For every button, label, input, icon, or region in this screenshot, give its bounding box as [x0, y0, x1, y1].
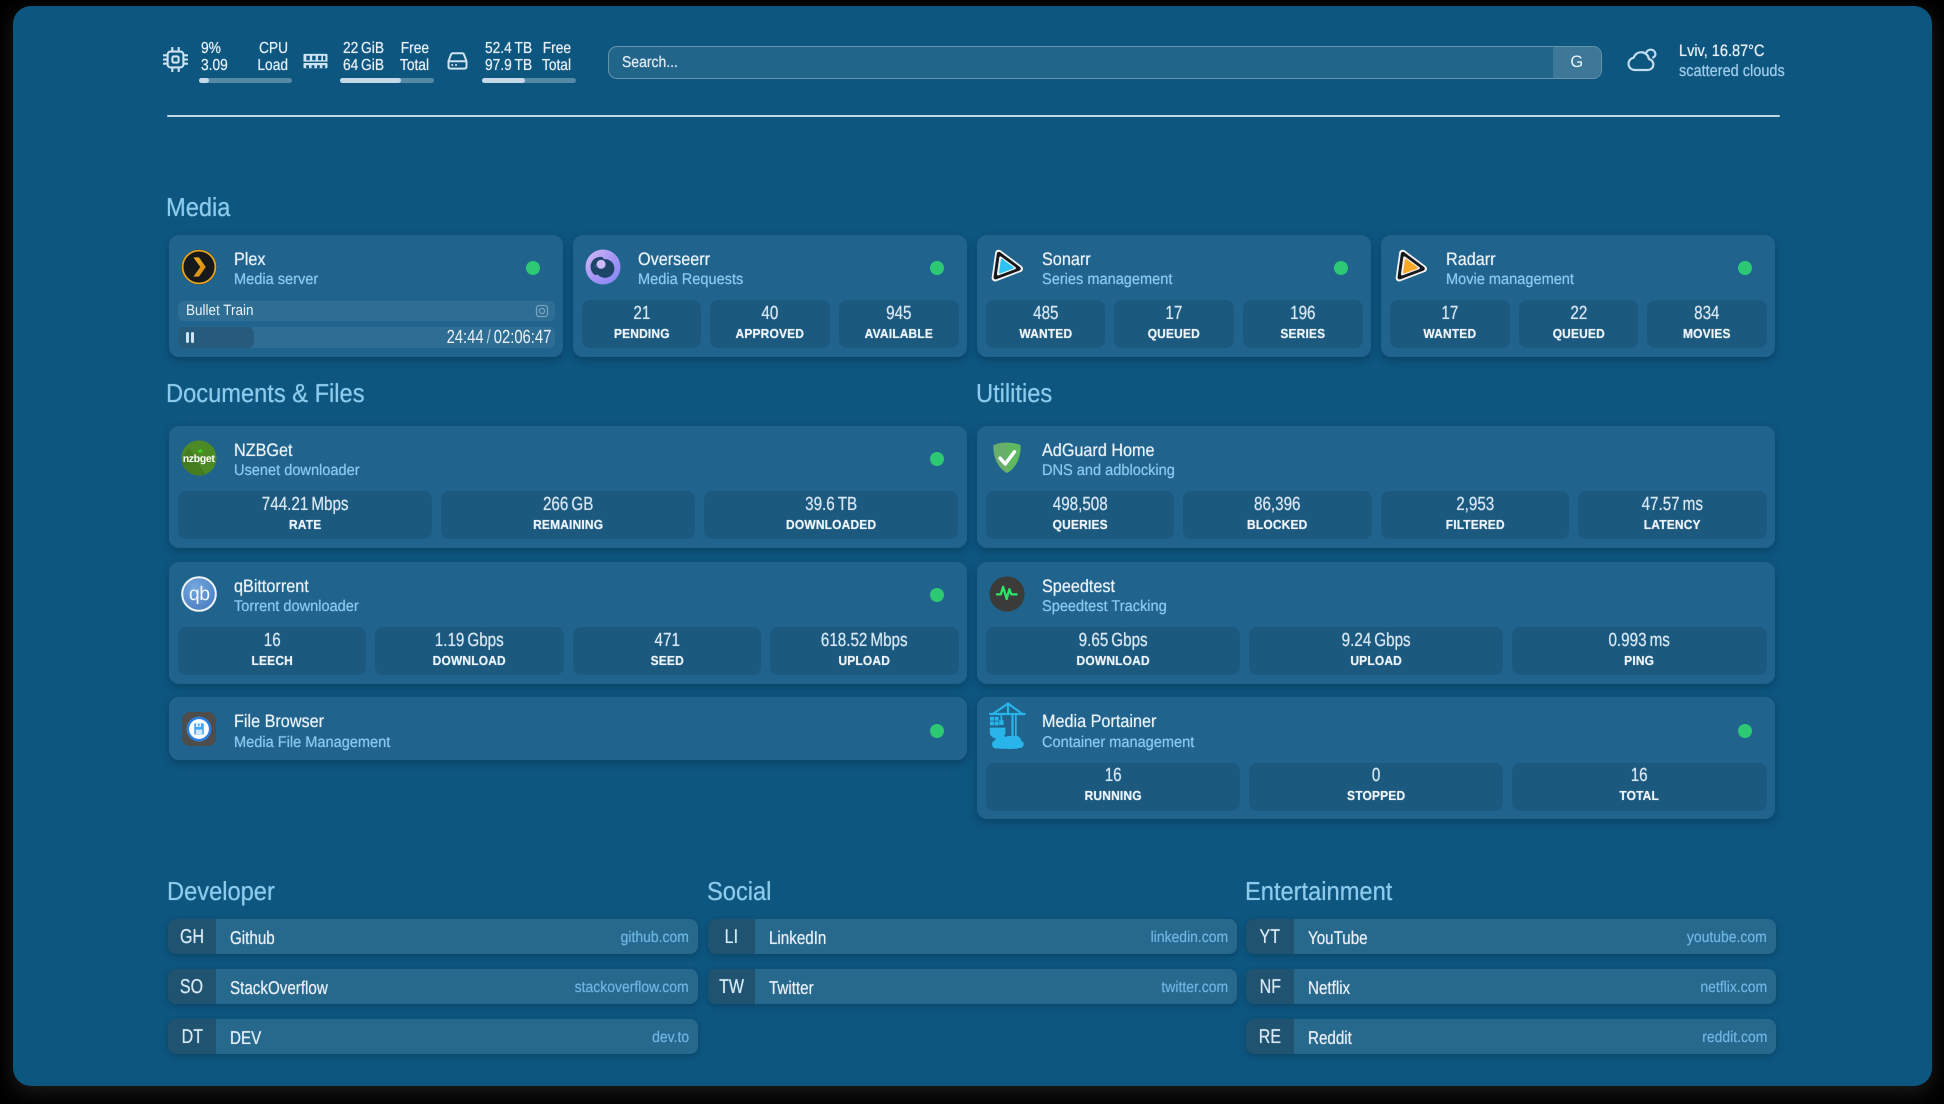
- svg-text:nzbget: nzbget: [183, 453, 216, 465]
- svg-text:qb: qb: [189, 583, 210, 605]
